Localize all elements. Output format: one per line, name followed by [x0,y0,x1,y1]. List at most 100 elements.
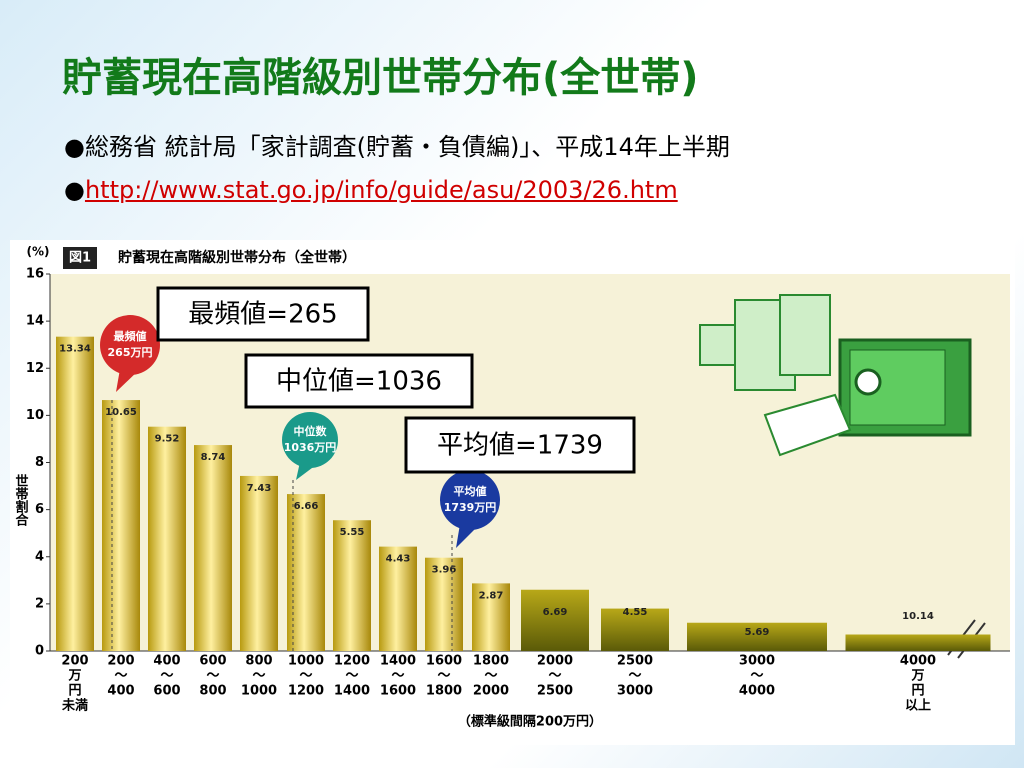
y-tick-label: 8 [35,455,44,470]
bar [601,608,669,651]
bar [333,520,371,651]
callout-title: 最頻値 [114,329,147,343]
x-tick-label: 1800 [473,654,509,669]
callout-pointer [456,524,480,548]
chart-title: 貯蓄現在高階級別世帯分布（全世帯） [118,249,356,266]
callout [440,470,500,530]
x-tick-label: 万 [910,669,924,684]
x-tick-label: 〜 [548,669,561,684]
slide-title: 貯蓄現在高階級別世帯分布(全世帯) [62,55,699,101]
y-tick-label: 0 [35,644,44,659]
y-unit: (%) [27,245,50,259]
share-label: 8.74 [201,452,226,463]
x-tick-label: 1000 [288,654,324,669]
bar [194,445,232,651]
share-label: 5.69 [745,627,770,638]
bar [687,622,827,651]
share-label: 2.87 [479,590,504,601]
x-tick-label: 〜 [114,669,127,684]
y-tick-label: 4 [35,549,44,564]
bullet: ●総務省 統計局「家計調査(貯蓄・負債編)」、平成14年上半期 [64,133,730,161]
x-tick-label: 以上 [905,699,931,714]
x-tick-label: 800 [245,654,272,669]
share-label: 7.43 [247,483,272,494]
figure-badge [63,247,97,269]
x-tick-label: 1000 [241,684,277,699]
x-tick-label: 1600 [380,684,416,699]
annotation-box [404,416,636,474]
x-tick-label: 万 [67,669,81,684]
x-axis-label: （標準級間隔200万円） [458,714,602,730]
x-tick-label: 600 [153,684,180,699]
annotation-text: 平均値=1739 [437,431,603,461]
x-tick-label: 1200 [288,684,324,699]
x-tick-label: 3000 [617,684,653,699]
x-tick-label: 800 [199,684,226,699]
x-tick-label: 400 [107,684,134,699]
annotation-text: 最頻値=265 [188,300,337,330]
x-tick-label: 4000 [739,684,775,699]
x-tick-label: 600 [199,654,226,669]
annotation-box [244,353,474,409]
bar [56,336,94,651]
share-label: 10.14 [902,611,934,622]
figure-label: 図1 [69,251,91,266]
x-tick-label: 2500 [537,684,573,699]
x-tick-label: 4000 [900,654,936,669]
x-tick-label: 〜 [391,669,404,684]
share-label: 13.34 [59,344,91,355]
y-tick-label: 10 [26,408,44,423]
callout-text: 1739万円 [444,501,497,514]
y-tick-label: 14 [26,314,44,329]
y-tick-label: 16 [26,267,44,282]
callout-title: 平均値 [454,484,487,498]
x-tick-label: 1600 [426,654,462,669]
share-label: 4.55 [623,607,648,618]
x-tick-label: 2500 [617,654,653,669]
x-tick-label: 2000 [473,684,509,699]
callout-title: 中位数 [294,424,328,438]
callout-pointer [116,369,140,392]
x-tick-label: 円 [68,684,81,699]
bar [148,426,186,651]
callout [100,315,160,375]
bar [240,475,278,651]
bar [472,583,510,651]
callout [282,412,338,468]
y-tick-label: 12 [26,361,44,376]
y-tick-label: 6 [35,502,44,517]
x-tick-label: 未満 [61,698,88,714]
x-tick-label: 2000 [537,654,573,669]
share-label: 6.69 [543,607,568,618]
bar [102,400,140,651]
share-label: 4.43 [386,554,411,565]
x-tick-label: 〜 [345,669,358,684]
x-tick-label: 1800 [426,684,462,699]
annotation-box [156,286,370,342]
x-tick-label: 〜 [437,669,450,684]
share-label: 9.52 [155,434,180,445]
share-label: 10.65 [105,407,137,418]
x-tick-label: 1400 [334,684,370,699]
x-tick-label: 1400 [380,654,416,669]
y-axis-label: 世帯割合 [13,473,29,527]
x-tick-label: 〜 [206,669,219,684]
link[interactable]: http://www.stat.go.jp/info/guide/asu/200… [84,176,678,204]
illustration [699,294,986,659]
x-tick-label: 400 [153,654,180,669]
x-tick-label: 〜 [160,669,173,684]
x-tick-label: 〜 [299,669,312,684]
x-tick-label: 200 [107,654,134,669]
x-tick-label: 円 [911,684,924,699]
share-label: 6.66 [294,501,319,512]
bar [845,634,991,651]
y-tick-label: 2 [35,596,44,611]
callout-text: 265万円 [108,346,153,359]
callout-text: 1036万円 [284,441,337,454]
x-tick-label: 〜 [252,669,265,684]
x-tick-label: 200 [61,654,88,669]
x-tick-label: 〜 [628,669,641,684]
share-label: 5.55 [340,527,365,538]
bar [521,589,589,651]
